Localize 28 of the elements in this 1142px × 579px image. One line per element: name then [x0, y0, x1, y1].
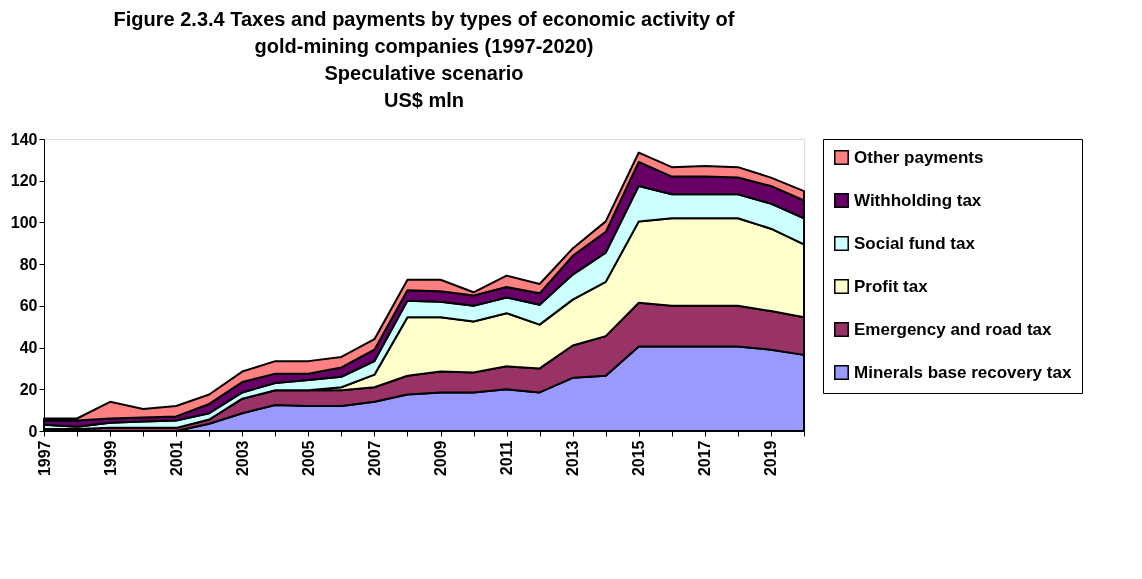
chart-title: Figure 2.3.4 Taxes and payments by types of economic activity of gold-mining companies (1997-2020): [113, 8, 735, 57]
y-tick-label: 0: [28, 422, 38, 440]
legend-label: Social fund tax: [854, 233, 976, 253]
x-tick-label: 2017: [696, 440, 714, 477]
x-tick-label: 2003: [233, 440, 251, 477]
legend-label: Other payments: [854, 147, 984, 167]
y-tick-label: 40: [19, 339, 38, 357]
x-tick-label: 2001: [167, 440, 185, 477]
y-tick-label: 80: [19, 255, 38, 273]
x-tick-label: 2009: [432, 440, 450, 477]
x-tick-label: 2019: [762, 440, 780, 477]
x-tick-label: 1997: [35, 440, 53, 477]
y-tick-label: 120: [10, 172, 38, 190]
x-tick-label: 2011: [498, 440, 516, 476]
legend-label: Emergency and road tax: [854, 319, 1052, 339]
x-tick-label: 1999: [101, 440, 119, 477]
legend-label: Minerals base recovery tax: [854, 362, 1072, 382]
x-tick-label: 2007: [365, 440, 383, 477]
chart-subtitle: Speculative scenario US$ mln: [324, 62, 524, 111]
y-tick-label: 100: [10, 213, 38, 231]
y-tick-label: 60: [19, 297, 38, 315]
y-tick-label: 20: [19, 380, 38, 398]
legend-label: Profit tax: [854, 276, 929, 296]
y-tick-label: 140: [10, 130, 38, 148]
x-tick-label: 2013: [564, 440, 582, 477]
legend-label: Withholding tax: [854, 190, 982, 210]
x-tick-label: 2015: [630, 440, 648, 477]
x-tick-label: 2005: [299, 440, 317, 477]
